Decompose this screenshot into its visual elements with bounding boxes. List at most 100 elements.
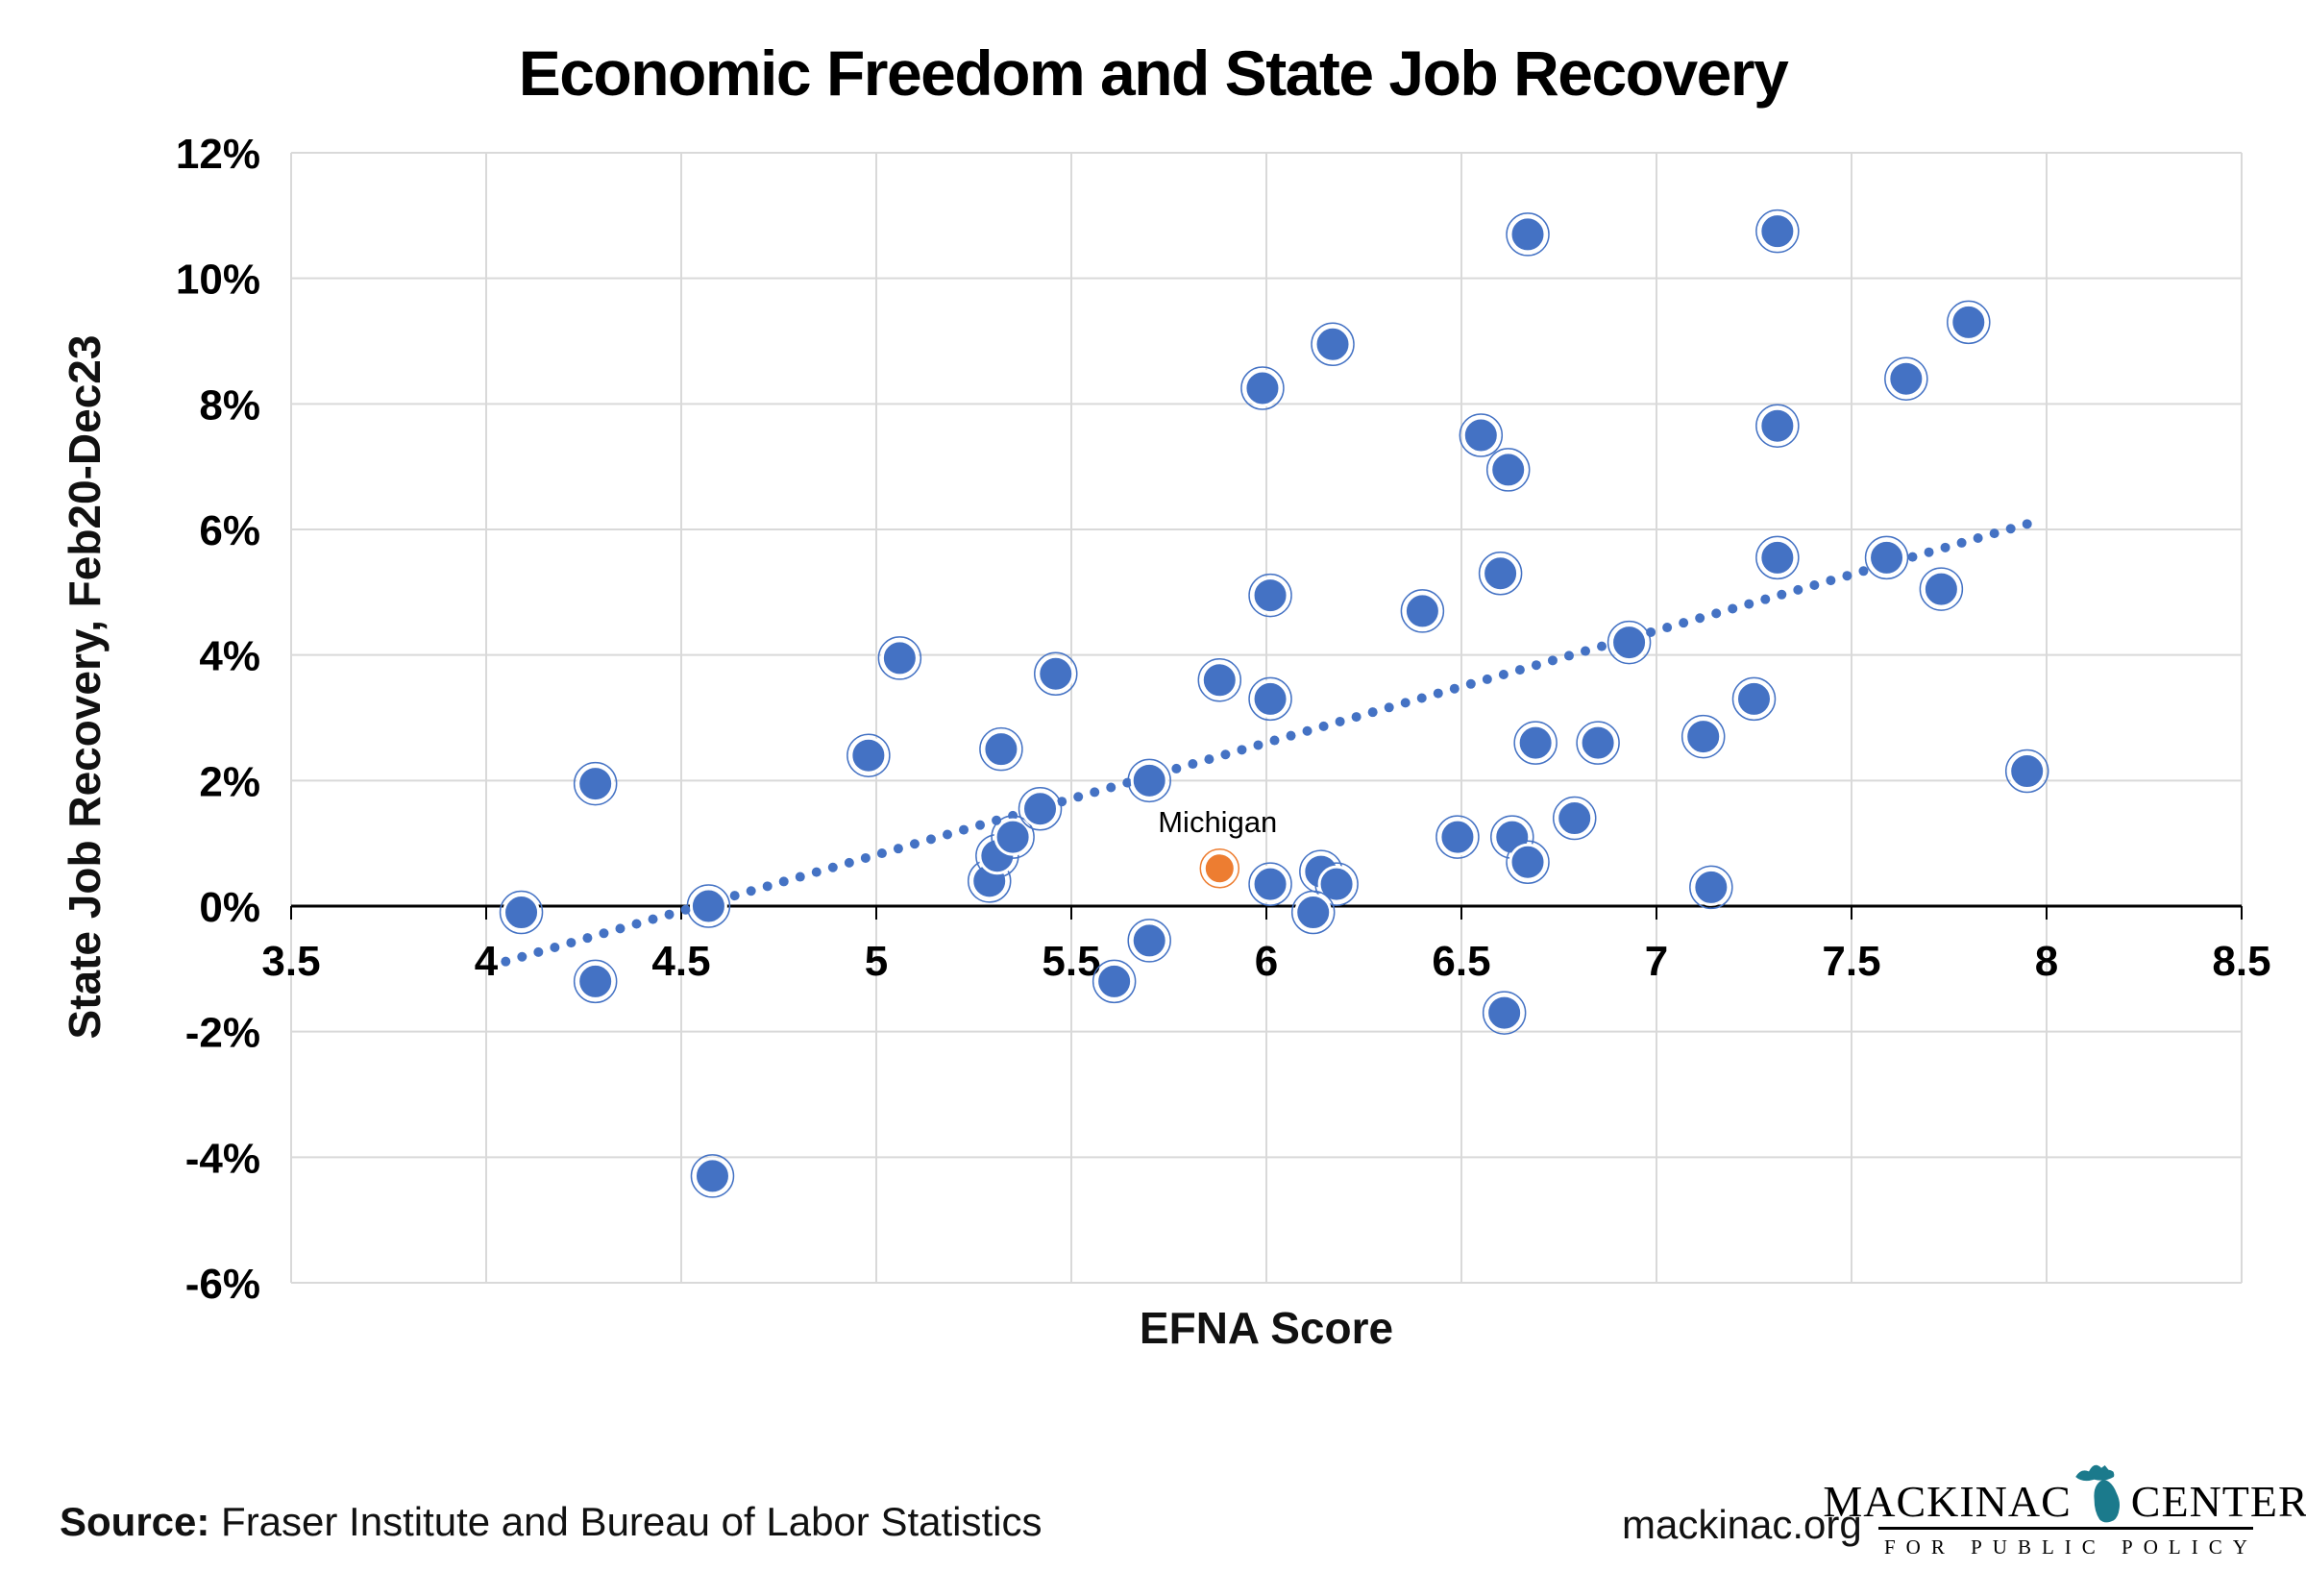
data-point-ring	[1459, 413, 1504, 457]
data-point	[1692, 868, 1730, 906]
website-link[interactable]: mackinac.org	[1622, 1502, 1862, 1547]
data-point	[1438, 818, 1477, 856]
data-point-ring	[1478, 551, 1523, 596]
x-tick-label: 7.5	[1822, 938, 1880, 985]
trendline-dot	[729, 891, 740, 901]
trendline-dot	[1973, 533, 1983, 544]
data-point	[849, 736, 888, 774]
trendline-dot	[2022, 519, 2032, 529]
logo-subtitle: FOR PUBLIC POLICY	[1884, 1535, 2258, 1559]
trendline-dot	[860, 852, 871, 863]
trendline-dot	[631, 919, 642, 929]
data-point	[1243, 369, 1282, 407]
trendline-dot	[1384, 702, 1394, 713]
x-tick-label: 8.5	[2212, 938, 2270, 985]
data-point	[1887, 359, 1926, 398]
data-point-ring	[686, 884, 731, 928]
trendline-dot	[1171, 763, 1182, 773]
trendline-dot	[1253, 740, 1263, 750]
logo-row: MACKINAC CENTER	[1823, 1453, 2306, 1524]
trendline-dot	[1465, 678, 1476, 689]
data-point	[1294, 894, 1333, 932]
trendline-dot	[1514, 665, 1525, 675]
trendline-dot	[876, 848, 887, 859]
data-point-ring	[573, 959, 618, 1004]
data-point	[1758, 538, 1797, 577]
trendline-dot	[1237, 745, 1247, 755]
trendline-dot	[1106, 782, 1116, 793]
trendline-dot	[1858, 566, 1869, 577]
data-point-ring	[573, 761, 618, 806]
data-point-ring	[1755, 535, 1800, 580]
trendline-dot	[1090, 787, 1100, 798]
trendline-dot	[533, 946, 544, 957]
y-tick-label: 10%	[176, 257, 260, 304]
data-point	[576, 765, 615, 803]
trendline-dot	[1940, 542, 1950, 552]
data-point-ring	[1689, 865, 1733, 910]
trendline-dot	[1842, 571, 1852, 581]
trendline-dot	[1416, 693, 1427, 703]
data-point-ring	[1248, 573, 1292, 618]
data-point	[1130, 921, 1168, 960]
data-point	[1579, 724, 1617, 762]
trendline-dot	[1433, 688, 1443, 699]
trendline-dot	[1679, 618, 1689, 628]
x-tick-label: 8	[2035, 938, 2058, 985]
trendline-dot	[1924, 547, 1934, 557]
trendline-dot	[1760, 594, 1771, 604]
data-point	[1461, 416, 1500, 454]
trendline-dot	[664, 909, 675, 920]
data-point	[1200, 661, 1239, 700]
data-point-ring	[1864, 535, 1909, 580]
trendline-dot	[746, 886, 756, 896]
data-point	[2008, 752, 2047, 791]
data-point-ring	[1506, 840, 1550, 885]
data-point-ring	[1552, 796, 1597, 841]
data-point-ring	[1513, 721, 1558, 765]
y-tick-label: 4%	[199, 633, 260, 680]
trendline-dot	[1809, 579, 1820, 590]
data-point-ring	[1435, 815, 1480, 859]
data-point	[1095, 962, 1134, 1000]
data-point	[1130, 761, 1168, 799]
data-point	[880, 639, 919, 677]
trendline-dot	[1547, 655, 1558, 666]
x-axis-title: EFNA Score	[1139, 1303, 1394, 1353]
trendline-dot	[1318, 721, 1329, 731]
michigan-label: Michigan	[1158, 805, 1277, 839]
trendline-dot	[517, 951, 527, 962]
source-note: Source: Fraser Institute and Bureau of L…	[60, 1499, 1042, 1545]
data-point-ring	[1197, 658, 1242, 702]
trendline-dot	[795, 872, 805, 882]
trendline-dot	[1907, 552, 1918, 562]
data-point	[1509, 215, 1547, 254]
x-tick-label: 4	[475, 938, 499, 985]
data-point-ring	[1919, 567, 1964, 611]
data-point	[1950, 303, 1988, 341]
trendline-dot	[1711, 608, 1722, 619]
data-point	[1251, 679, 1289, 718]
data-point	[1758, 212, 1797, 251]
data-point	[1251, 865, 1289, 903]
y-tick-label: 0%	[199, 884, 260, 931]
y-tick-label: -4%	[185, 1135, 260, 1182]
chart-title: Economic Freedom and State Job Recovery	[518, 37, 1789, 109]
x-tick-label: 6.5	[1432, 938, 1490, 985]
data-point-ring	[2004, 749, 2049, 794]
trendline-dot	[1335, 716, 1345, 726]
data-point	[1313, 325, 1352, 363]
data-point-ring	[1731, 676, 1777, 722]
trendline-dot	[1793, 584, 1803, 595]
data-point-ring	[1607, 620, 1652, 665]
data-point	[689, 887, 727, 925]
data-point	[1516, 724, 1555, 762]
data-point	[1610, 624, 1649, 662]
trendline-dot	[1351, 712, 1362, 723]
data-point	[1509, 843, 1547, 881]
data-point	[1251, 577, 1289, 615]
data-point	[1735, 679, 1773, 718]
data-point-ring	[1248, 676, 1292, 722]
